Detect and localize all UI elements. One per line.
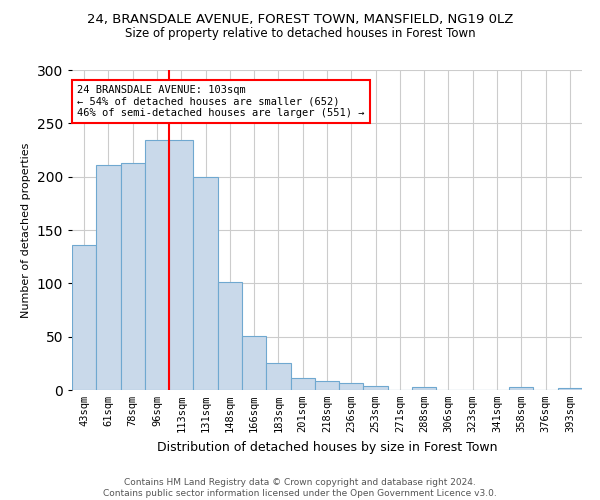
Bar [242, 336, 266, 390]
Bar [315, 382, 339, 390]
Bar [364, 386, 388, 390]
Bar [412, 387, 436, 390]
Text: Size of property relative to detached houses in Forest Town: Size of property relative to detached ho… [125, 28, 475, 40]
Bar [558, 388, 582, 390]
Bar [96, 165, 121, 390]
Text: Contains HM Land Registry data © Crown copyright and database right 2024.
Contai: Contains HM Land Registry data © Crown c… [103, 478, 497, 498]
Bar [509, 387, 533, 390]
Bar [339, 382, 364, 390]
Bar [121, 163, 145, 390]
Bar [145, 140, 169, 390]
Bar [72, 245, 96, 390]
Text: 24, BRANSDALE AVENUE, FOREST TOWN, MANSFIELD, NG19 0LZ: 24, BRANSDALE AVENUE, FOREST TOWN, MANSF… [87, 12, 513, 26]
Bar [290, 378, 315, 390]
Y-axis label: Number of detached properties: Number of detached properties [21, 142, 31, 318]
Bar [218, 282, 242, 390]
X-axis label: Distribution of detached houses by size in Forest Town: Distribution of detached houses by size … [157, 440, 497, 454]
Bar [169, 140, 193, 390]
Bar [193, 176, 218, 390]
Bar [266, 364, 290, 390]
Text: 24 BRANSDALE AVENUE: 103sqm
← 54% of detached houses are smaller (652)
46% of se: 24 BRANSDALE AVENUE: 103sqm ← 54% of det… [77, 85, 364, 118]
